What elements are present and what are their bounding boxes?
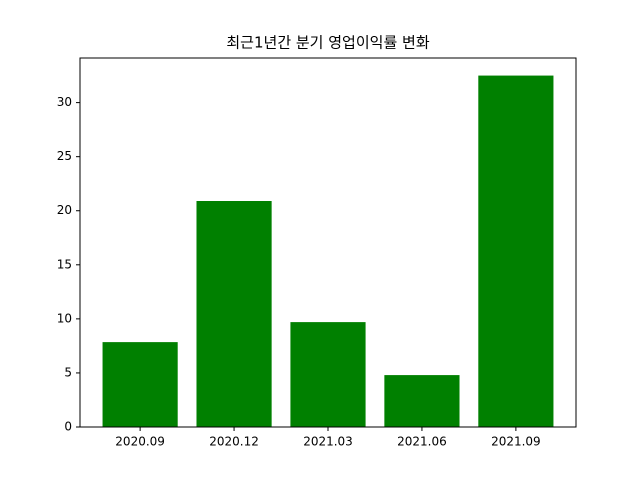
bar <box>478 75 554 428</box>
y-tick-label: 5 <box>64 365 72 379</box>
y-tick-label: 10 <box>57 311 72 325</box>
axes-frame <box>79 57 577 428</box>
x-tick-label: 2021.06 <box>397 435 447 449</box>
chart-title: 최근1년간 분기 영업이익률 변화 <box>226 34 429 52</box>
x-tick-label: 2021.03 <box>303 435 353 449</box>
y-tick-label: 30 <box>57 95 72 109</box>
x-tick-label: 2021.09 <box>491 435 541 449</box>
y-tick-label: 0 <box>64 420 72 434</box>
x-tick-label: 2020.09 <box>115 435 165 449</box>
bar <box>290 322 366 427</box>
y-tick-label: 20 <box>57 203 72 217</box>
bar <box>102 342 178 427</box>
y-tick-label: 25 <box>57 149 72 163</box>
y-tick-label: 15 <box>57 257 72 271</box>
bar <box>384 375 460 427</box>
x-tick-label: 2020.12 <box>209 435 259 449</box>
bar <box>196 201 272 427</box>
